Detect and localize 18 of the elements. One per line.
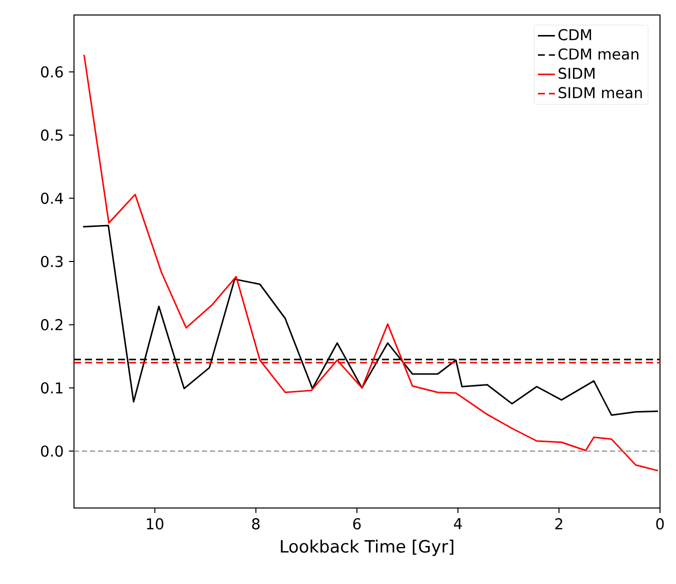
y-tick-label: 0.2 <box>41 319 62 330</box>
x-tick-label: 0 <box>656 518 664 530</box>
x-axis-title: Lookback Time [Gyr] <box>280 540 454 556</box>
legend-label: CDM mean <box>558 48 638 60</box>
y-tick-label: 0.5 <box>41 129 63 141</box>
x-tick-label: 8 <box>252 518 260 530</box>
legend-label: SIDM mean <box>558 86 642 98</box>
y-tick-label: 0.6 <box>41 66 63 78</box>
x-tick-label: 4 <box>454 518 462 530</box>
y-tick-label: 0.3 <box>41 256 63 268</box>
x-tick-label: 6 <box>353 518 361 530</box>
y-tick-label: 0.1 <box>41 382 62 394</box>
legend-label: SIDM <box>558 68 594 79</box>
y-tick-label: 0.0 <box>41 445 63 457</box>
legend-label: CDM <box>558 29 592 40</box>
y-tick-label: 0.4 <box>41 192 63 204</box>
x-tick-label: 2 <box>555 518 562 530</box>
x-tick-label: 10 <box>146 518 164 530</box>
